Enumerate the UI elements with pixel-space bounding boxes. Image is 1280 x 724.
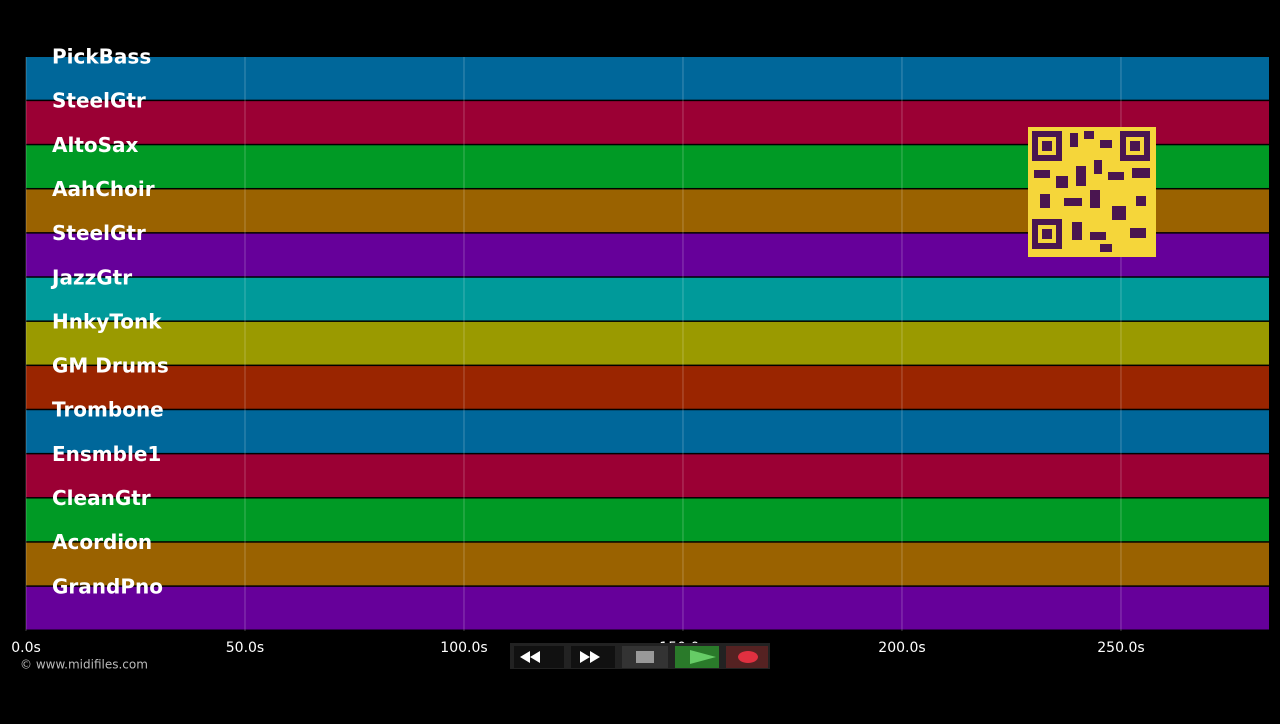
x-tick-label: 200.0s bbox=[878, 640, 925, 656]
grid bbox=[25, 57, 1122, 631]
track-band bbox=[26, 498, 1269, 542]
track-band bbox=[26, 454, 1269, 498]
track-name: GrandPno bbox=[52, 574, 163, 598]
x-tick-label: 100.0s bbox=[440, 640, 487, 656]
track-name: JazzGtr bbox=[50, 265, 132, 289]
track-name: SteelGtr bbox=[52, 89, 146, 113]
track-name: SteelGtr bbox=[52, 221, 146, 245]
track-band bbox=[26, 366, 1269, 409]
track-labels: PickBass SteelGtr AltoSax AahChoir SteelGtr J… bbox=[50, 45, 169, 599]
play-button[interactable] bbox=[675, 646, 719, 668]
fast-forward-button[interactable] bbox=[571, 646, 615, 668]
track-band bbox=[26, 542, 1269, 586]
transport-controls bbox=[510, 643, 770, 669]
qr-code bbox=[1028, 127, 1156, 257]
track-band bbox=[26, 57, 1269, 100]
track-name: Ensmble1 bbox=[52, 442, 161, 466]
x-tick-label: 250.0s bbox=[1097, 640, 1144, 656]
x-tick-label: 0.0s bbox=[11, 640, 41, 656]
track-name: AltoSax bbox=[52, 133, 139, 157]
track-band bbox=[26, 586, 1269, 630]
track-band bbox=[26, 410, 1269, 453]
track-name: HnkyTonk bbox=[52, 309, 162, 333]
stop-button[interactable] bbox=[622, 646, 668, 668]
rewind-button[interactable] bbox=[514, 646, 564, 668]
track-name: PickBass bbox=[52, 45, 151, 69]
record-button[interactable] bbox=[726, 646, 768, 668]
track-band bbox=[26, 277, 1269, 321]
track-name: CleanGtr bbox=[52, 486, 151, 510]
copyright: © www.midifiles.com bbox=[20, 658, 148, 672]
track-name: AahChoir bbox=[52, 177, 155, 201]
x-tick-label: 50.0s bbox=[226, 640, 264, 656]
track-name: Trombone bbox=[52, 398, 164, 422]
track-name: GM Drums bbox=[52, 354, 169, 378]
track-band bbox=[26, 321, 1269, 365]
track-name: Acordion bbox=[52, 530, 152, 554]
